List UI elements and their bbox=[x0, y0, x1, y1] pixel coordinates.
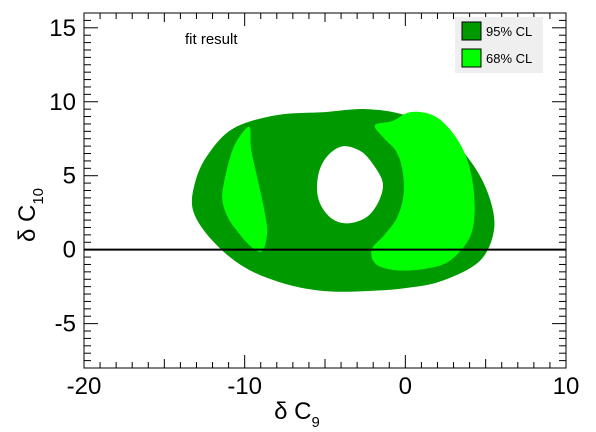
x-tick-label: -20 bbox=[67, 373, 102, 400]
cl68-region-right bbox=[371, 111, 475, 271]
y-tick-label: 5 bbox=[63, 163, 76, 190]
y-tick-label: 0 bbox=[63, 237, 76, 264]
y-tick-labels: -5 0 5 10 15 bbox=[49, 15, 76, 338]
x-tick-label: -10 bbox=[227, 373, 262, 400]
y-tick-label: 15 bbox=[49, 15, 76, 42]
x-axis-title-sub: 9 bbox=[312, 414, 320, 431]
legend-swatch-68 bbox=[461, 48, 482, 68]
x-tick-label: 0 bbox=[399, 373, 412, 400]
legend: 95% CL 68% CL bbox=[455, 17, 543, 73]
axis-ticks bbox=[83, 12, 567, 369]
y-axis-title-main: δ C bbox=[14, 205, 41, 242]
fit-result-annotation: fit result bbox=[185, 31, 238, 48]
x-axis-title-main: δ C bbox=[274, 398, 311, 425]
x-tick-label: 10 bbox=[553, 373, 580, 400]
y-tick-label: -5 bbox=[55, 311, 76, 338]
cl68-region-left bbox=[222, 126, 268, 252]
legend-swatch-95 bbox=[461, 21, 482, 41]
y-tick-label: 10 bbox=[49, 89, 76, 116]
y-axis-title-sub: 10 bbox=[30, 188, 47, 205]
x-axis-title: δ C9 bbox=[274, 398, 320, 431]
y-axis-title: δ C10 bbox=[14, 188, 47, 242]
confidence-regions bbox=[191, 109, 495, 292]
x-tick-labels: -20 -10 0 10 bbox=[67, 373, 580, 400]
legend-label-68: 68% CL bbox=[486, 51, 532, 66]
legend-label-95: 95% CL bbox=[486, 24, 532, 39]
